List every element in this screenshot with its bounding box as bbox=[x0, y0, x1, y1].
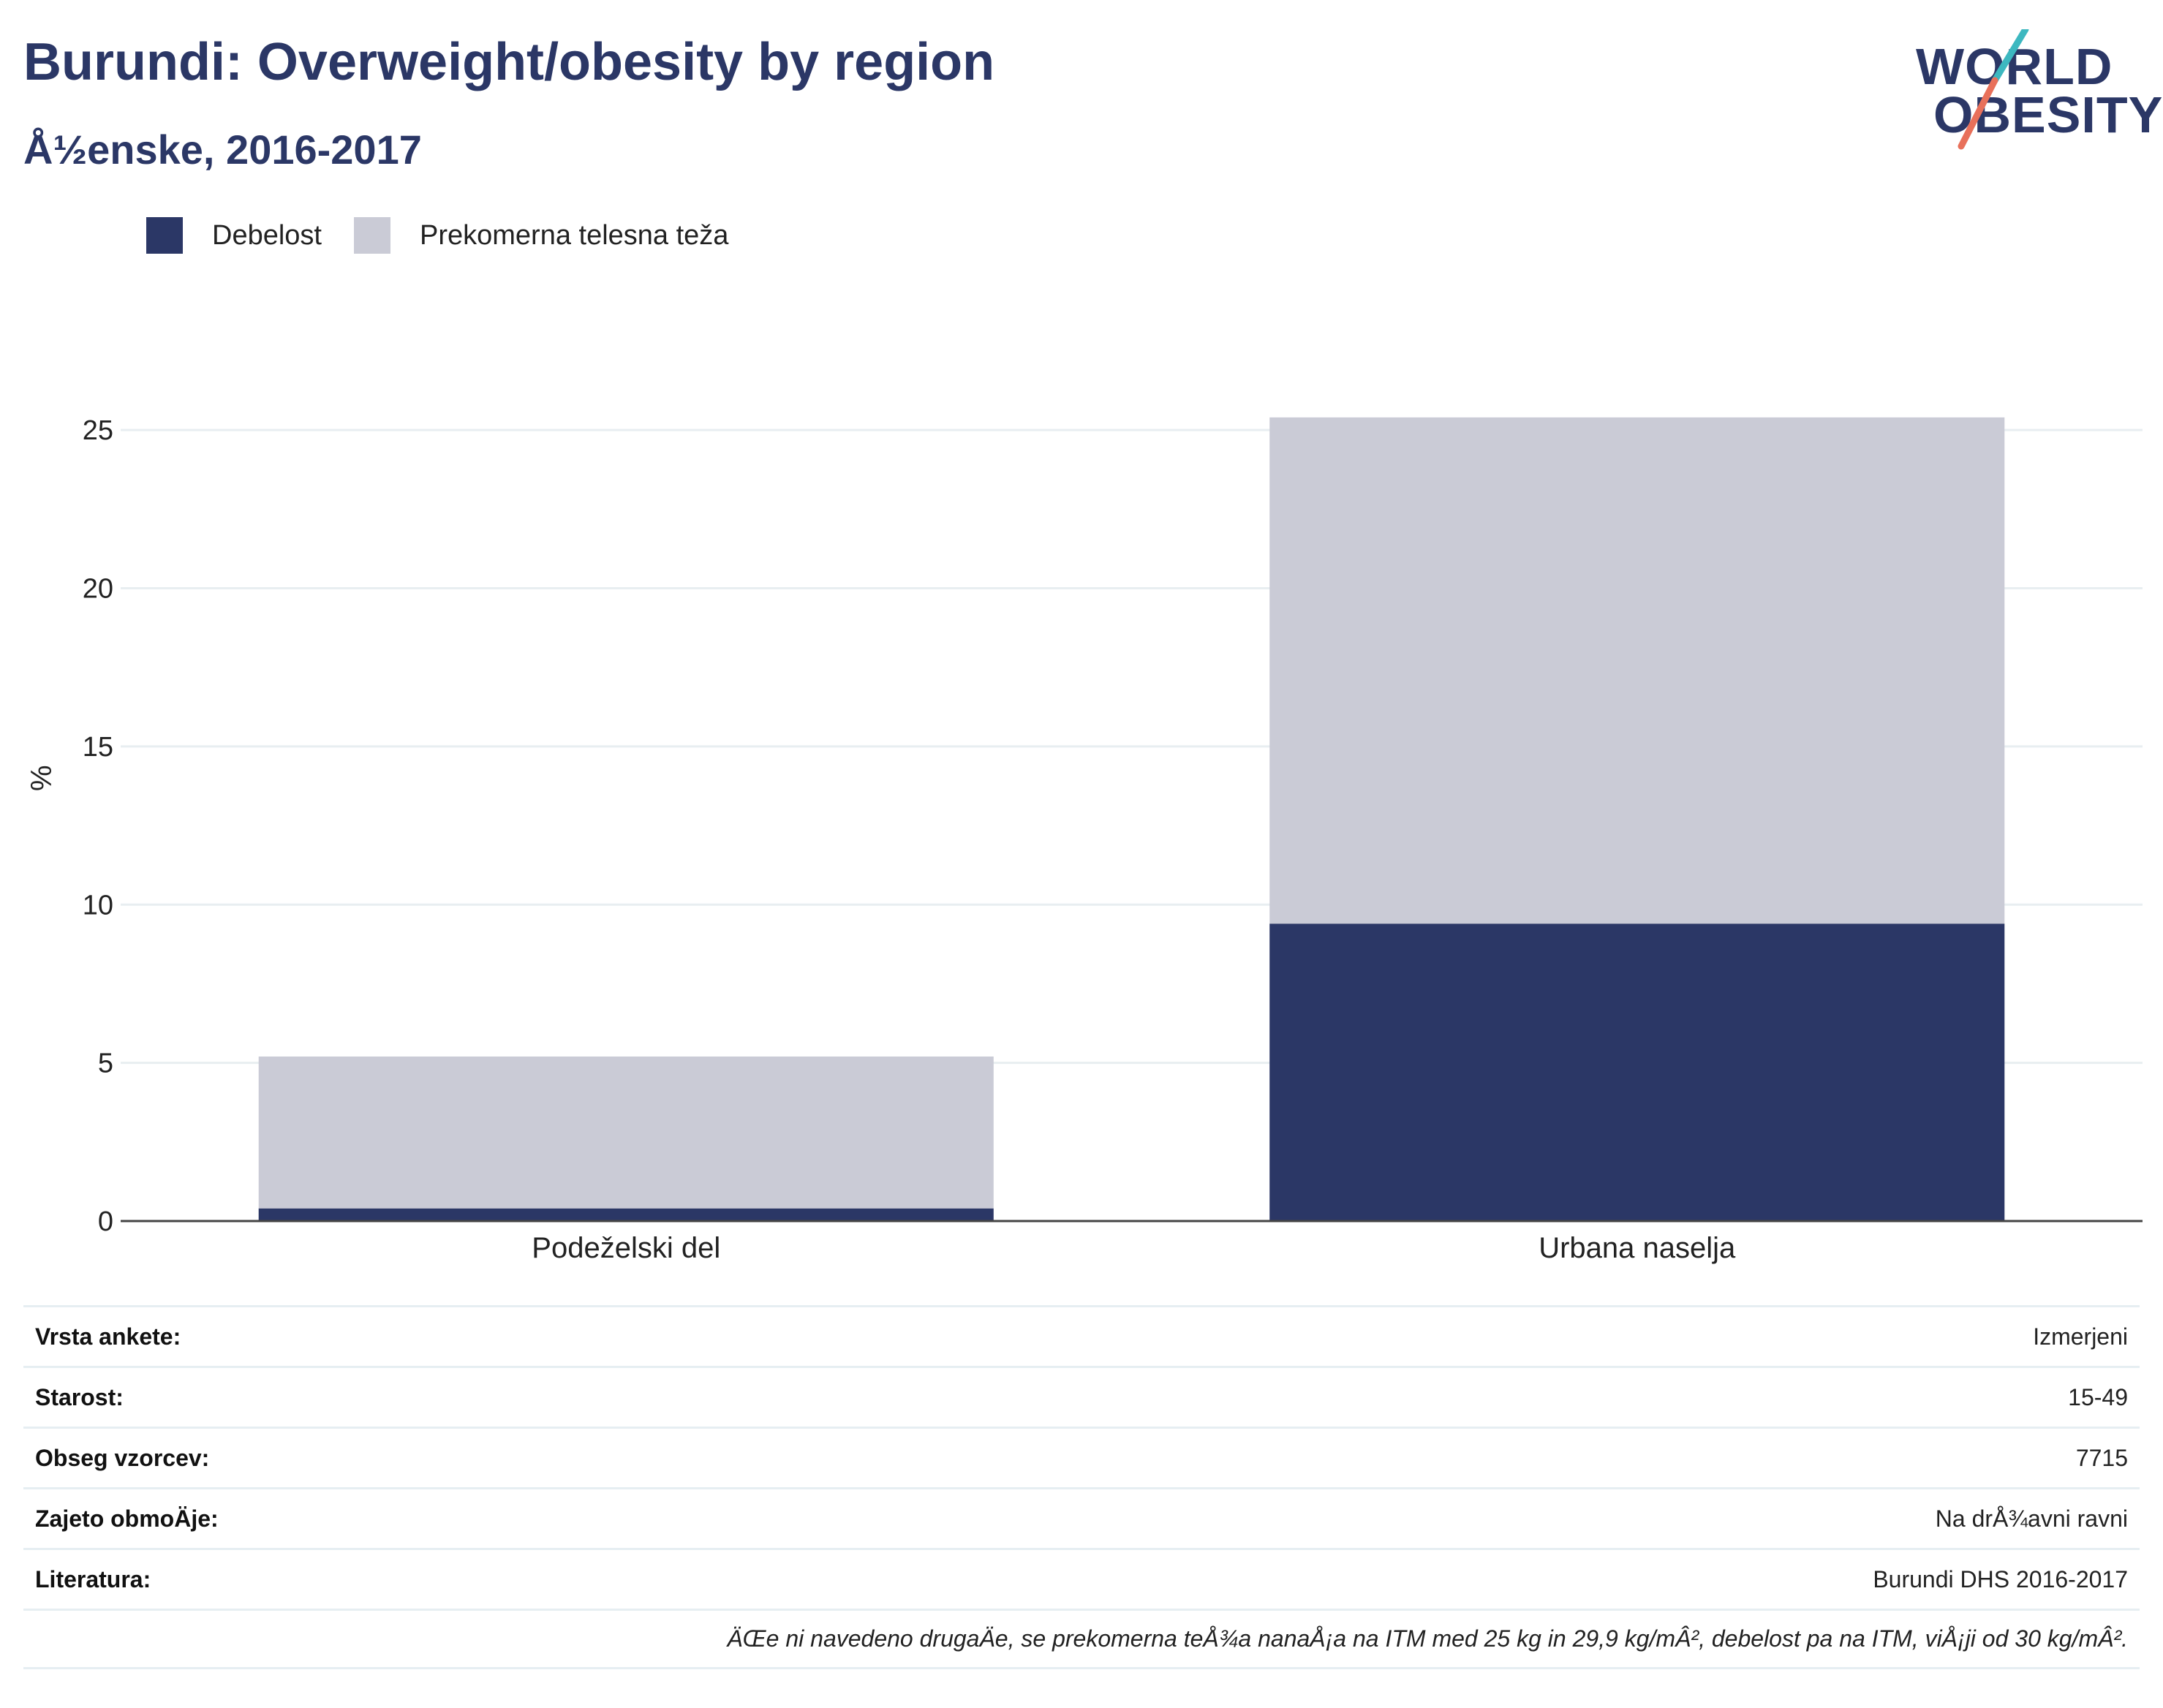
bar-debelost-0 bbox=[258, 1208, 994, 1221]
info-row-reference: Literatura: Burundi DHS 2016-2017 bbox=[23, 1548, 2140, 1609]
info-key: Zajeto obmoÄje: bbox=[35, 1505, 219, 1532]
info-key: Obseg vzorcev: bbox=[35, 1444, 210, 1471]
footnote: ÄŒe ni navedeno drugaÄe, se prekomerna t… bbox=[23, 1609, 2140, 1669]
legend-swatch-debelost bbox=[146, 217, 183, 254]
chart-legend: Debelost Prekomerna telesna teža bbox=[146, 215, 760, 256]
legend-label-debelost: Debelost bbox=[212, 219, 322, 251]
logo-slash-icon bbox=[1958, 29, 2029, 150]
bar-debelost-1 bbox=[1269, 923, 2005, 1221]
world-obesity-logo: WORLD OBESITY bbox=[1901, 29, 2162, 161]
survey-info-table: Vrsta ankete: Izmerjeni Starost: 15-49 O… bbox=[23, 1305, 2140, 1669]
y-tick-label: 0 bbox=[98, 1206, 113, 1237]
x-category-label: Urbana naselja bbox=[1539, 1232, 1736, 1264]
legend-swatch-prekomerna bbox=[353, 217, 390, 254]
info-value: 7715 bbox=[2075, 1444, 2128, 1471]
info-row-survey-type: Vrsta ankete: Izmerjeni bbox=[23, 1305, 2140, 1366]
info-row-sample-size: Obseg vzorcev: 7715 bbox=[23, 1427, 2140, 1487]
x-category-label: Podeželski del bbox=[532, 1232, 720, 1264]
info-value: Burundi DHS 2016-2017 bbox=[1873, 1565, 2128, 1592]
chart-subtitle: Å½enske, 2016-2017 bbox=[23, 126, 422, 173]
chart-title: Burundi: Overweight/obesity by region bbox=[23, 33, 995, 91]
bar-prekomerna-0 bbox=[258, 1056, 994, 1209]
legend-item-prekomerna[interactable]: Prekomerna telesna teža bbox=[353, 217, 729, 254]
bar-chart: 0 5 10 15 20 25% Podeželski del Urbana naselja bbox=[26, 415, 2143, 1264]
y-tick-label: 25 bbox=[83, 415, 113, 446]
info-value: Na drÅ¾avni ravni bbox=[1935, 1505, 2128, 1532]
y-tick-label: 10 bbox=[83, 890, 113, 921]
legend-label-prekomerna: Prekomerna telesna teža bbox=[419, 219, 729, 251]
info-value: 15-49 bbox=[2068, 1383, 2128, 1410]
legend-item-debelost[interactable]: Debelost bbox=[146, 217, 322, 254]
bar-prekomerna-1 bbox=[1269, 417, 2005, 924]
y-axis-label: % bbox=[26, 765, 58, 791]
info-key: Starost: bbox=[35, 1383, 124, 1410]
y-tick-label: 5 bbox=[98, 1048, 113, 1079]
y-tick-label: 15 bbox=[83, 732, 113, 763]
y-tick-label: 20 bbox=[83, 574, 113, 605]
info-key: Literatura: bbox=[35, 1565, 151, 1592]
info-key: Vrsta ankete: bbox=[35, 1323, 181, 1350]
info-row-age: Starost: 15-49 bbox=[23, 1366, 2140, 1427]
info-value: Izmerjeni bbox=[2033, 1323, 2128, 1350]
info-row-area-covered: Zajeto obmoÄje: Na drÅ¾avni ravni bbox=[23, 1487, 2140, 1548]
